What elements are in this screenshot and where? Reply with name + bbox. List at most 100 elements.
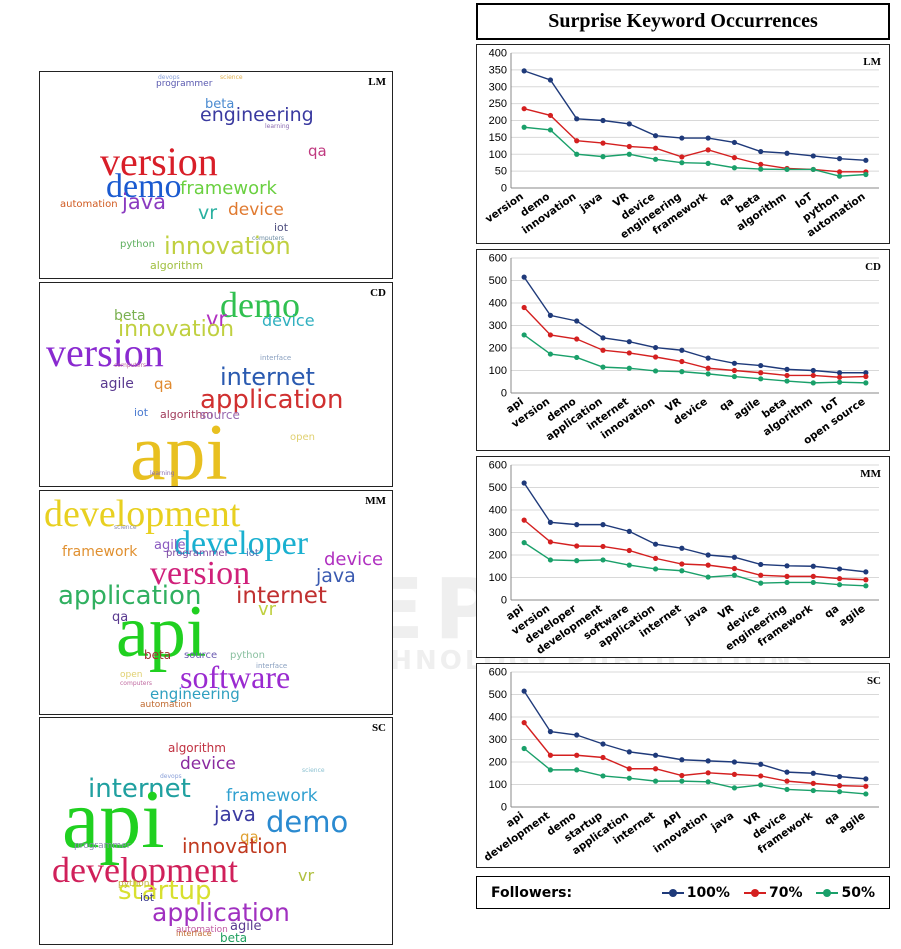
y-tick-label: 400 [489, 505, 507, 517]
data-point [547, 351, 554, 357]
data-point [652, 344, 659, 351]
wordcloud-word: java [214, 802, 256, 826]
data-point [600, 543, 606, 550]
wordcloud-word: python [118, 879, 150, 889]
x-tick-label: agile [837, 810, 868, 836]
wordcloud-word: application [200, 385, 344, 415]
data-point [600, 347, 606, 353]
wordcloud-word: automation [60, 199, 118, 210]
y-tick-label: 400 [489, 298, 507, 310]
data-point [547, 729, 554, 735]
data-point [810, 153, 816, 159]
wordcloud-cd: CD demo beta vr device innovation version inte… [39, 282, 393, 487]
wordcloud-word: vr [206, 307, 228, 331]
data-point [836, 582, 843, 588]
data-point [863, 783, 869, 789]
data-point [863, 171, 869, 178]
wordcloud-lm: LM devops science programmer beta engineerin… [39, 71, 393, 279]
wordcloud-word: iot [134, 406, 149, 419]
data-point [600, 773, 606, 779]
y-tick-label: 600 [489, 667, 507, 679]
wordcloud-word: version [150, 555, 251, 592]
data-point [731, 373, 738, 380]
wordcloud-word: programmer [166, 548, 229, 559]
y-tick-label: 200 [489, 115, 507, 127]
data-point [810, 573, 816, 579]
legend-item-70: 70% [743, 884, 803, 901]
series-line-50% [523, 747, 866, 795]
data-point [652, 145, 659, 151]
wordcloud-word: source [184, 650, 218, 661]
data-point [758, 376, 764, 382]
wordcloud-tag: SC [371, 722, 386, 734]
data-point [600, 364, 606, 370]
data-point [679, 369, 685, 375]
wordcloud-word: open [120, 670, 143, 680]
data-point [626, 528, 632, 534]
wordcloud-mm: MM development developer science agile frame… [39, 490, 393, 715]
data-point [574, 138, 580, 144]
data-point [626, 151, 632, 157]
wordcloud-word: api [130, 409, 228, 487]
data-point [758, 782, 764, 788]
wordcloud-word: innovation [182, 834, 288, 858]
data-point [758, 362, 764, 369]
data-point [705, 562, 711, 568]
data-point [731, 139, 738, 146]
wordcloud-word: automation [140, 700, 192, 710]
series-line-100% [523, 482, 866, 573]
data-point [574, 354, 580, 361]
wordcloud-word: devops [160, 773, 182, 780]
y-tick-label: 200 [489, 757, 507, 769]
data-point [705, 758, 711, 764]
data-point [705, 552, 711, 558]
wordcloud-word: automation [176, 925, 228, 935]
data-point [810, 787, 816, 794]
data-point [863, 157, 869, 163]
wordcloud-word: devops [158, 74, 180, 81]
data-point [626, 121, 632, 127]
data-point [731, 771, 738, 777]
wordcloud-word: vr [258, 599, 277, 620]
data-point [521, 68, 527, 74]
data-point [574, 558, 580, 564]
data-point [547, 77, 554, 83]
data-point [758, 773, 764, 779]
data-point [836, 169, 843, 175]
y-tick-label: 0 [501, 183, 507, 195]
data-point [863, 370, 869, 376]
wordcloud-word: qa [112, 610, 129, 625]
data-point [731, 155, 738, 161]
data-point [705, 355, 711, 361]
chart-tag: CD [865, 261, 881, 273]
data-point [626, 766, 632, 772]
data-point [784, 579, 790, 586]
data-point [836, 370, 843, 376]
data-point [758, 580, 764, 586]
data-point [521, 480, 527, 486]
wordcloud-word: interface [260, 354, 292, 362]
data-point [705, 135, 711, 141]
legend-item-50: 50% [816, 885, 875, 901]
legend-text-70: 70% [768, 884, 803, 901]
wordcloud-word: beta [220, 931, 248, 945]
data-point [600, 335, 606, 341]
data-point [521, 688, 527, 694]
wordcloud-word: agile [230, 919, 262, 934]
data-point [652, 778, 659, 784]
data-point [679, 358, 685, 365]
wordcloud-word: source [200, 408, 240, 422]
chart-svg: 0100200300400500600apiversiondeveloperde… [489, 460, 882, 657]
wordcloud-word: framework [180, 178, 277, 199]
chart-svg: 050100150200250300350400versiondemoinnov… [483, 48, 881, 242]
wordcloud-word: agile [100, 376, 134, 392]
data-point [652, 541, 659, 547]
wordcloud-tag: CD [370, 287, 386, 299]
legend-swatch-50 [816, 888, 839, 898]
data-point [810, 367, 816, 374]
y-tick-label: 100 [489, 365, 507, 377]
data-point [836, 774, 843, 780]
data-point [810, 166, 816, 173]
series-line-70% [523, 722, 866, 787]
wordcloud-word: learning [265, 123, 290, 130]
